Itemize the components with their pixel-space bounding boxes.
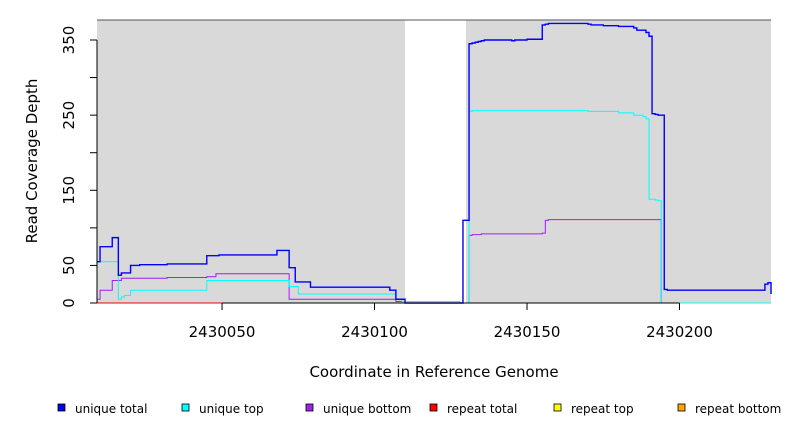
legend-swatch-unique-total	[57, 403, 66, 412]
y-tick-label: 0	[60, 298, 78, 308]
legend-swatch-unique-top	[181, 403, 190, 412]
legend-swatch-repeat-bottom	[677, 403, 686, 412]
legend-swatch-repeat-top	[553, 403, 562, 412]
x-tick-label: 2430150	[494, 323, 561, 341]
legend-label-repeat-total: repeat total	[447, 402, 517, 416]
legend-label-unique-top: unique top	[199, 402, 264, 416]
x-tick-label: 2430100	[341, 323, 408, 341]
x-tick-label: 2430050	[189, 323, 256, 341]
legend-label-unique-total: unique total	[75, 402, 147, 416]
y-tick-label: 350	[60, 26, 78, 55]
y-tick-label: 150	[60, 176, 78, 205]
y-tick-label: 250	[60, 101, 78, 130]
y-tick-label: 50	[60, 256, 78, 275]
y-axis-title: Read Coverage Depth	[23, 79, 41, 244]
series-line-unique-total	[97, 22, 772, 304]
legend-swatch-repeat-total	[429, 403, 438, 412]
legend: unique total unique top unique bottom repea…	[57, 402, 781, 416]
x-axis-title: Coordinate in Reference Genome	[309, 363, 558, 381]
y-axis: 0 50 150 250 350	[60, 26, 98, 308]
legend-label-repeat-bottom: repeat bottom	[695, 402, 781, 416]
legend-label-repeat-top: repeat top	[571, 402, 634, 416]
uncovered-region	[405, 20, 467, 303]
x-tick-label: 2430200	[646, 323, 713, 341]
x-axis: 2430050 2430100 2430150 2430200	[189, 302, 713, 341]
legend-swatch-unique-bottom	[305, 403, 314, 412]
legend-label-unique-bottom: unique bottom	[323, 402, 411, 416]
